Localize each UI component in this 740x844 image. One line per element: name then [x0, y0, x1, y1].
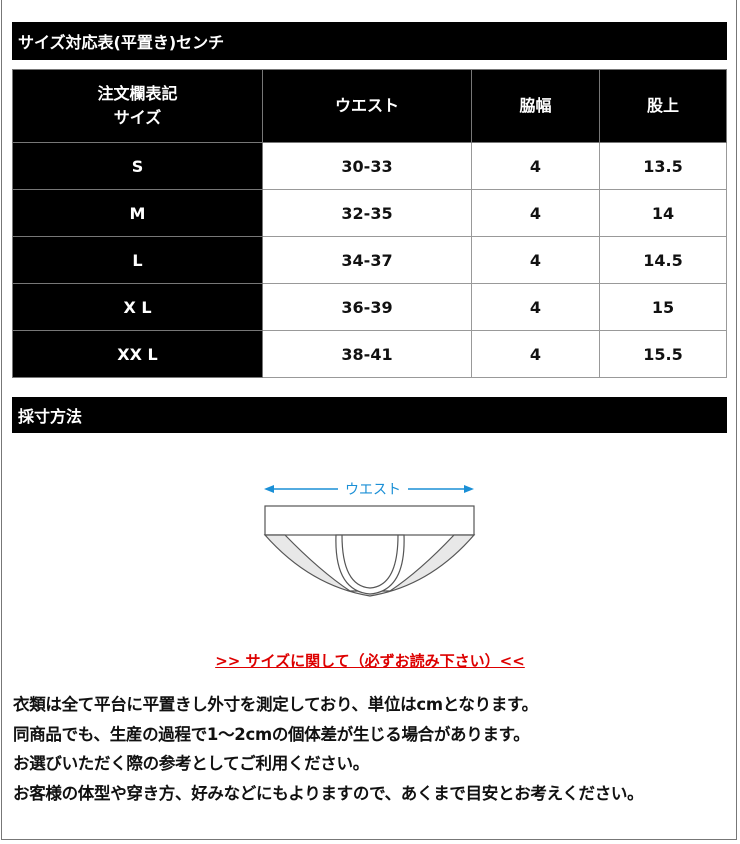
- rise-cell: 13.5: [599, 142, 727, 190]
- measure-section-title: 採寸方法: [12, 397, 727, 433]
- header-size-line2: サイズ: [113, 108, 162, 127]
- size-notice: >> サイズに関して（必ずお読み下さい）<<: [0, 650, 740, 671]
- size-cell: M: [12, 189, 263, 237]
- table-row: X L 36-39 4 15: [12, 283, 727, 331]
- rise-cell: 14: [599, 189, 727, 237]
- size-cell: XX L: [12, 330, 263, 378]
- waist-cell: 36-39: [262, 283, 472, 331]
- note-line: お選びいただく際の参考としてご利用ください。: [13, 754, 369, 773]
- waist-cell: 30-33: [262, 142, 472, 190]
- side-width-cell: 4: [471, 283, 600, 331]
- table-row: L 34-37 4 14.5: [12, 236, 727, 284]
- waist-arrow: ウエスト: [264, 482, 474, 498]
- header-size-line1: 注文欄表記: [97, 84, 178, 103]
- waist-cell: 38-41: [262, 330, 472, 378]
- pouch-inner: [341, 534, 399, 589]
- rise-cell: 14.5: [599, 236, 727, 284]
- header-side-width: 脇幅: [471, 69, 600, 143]
- size-notes: 衣類は全て平台に平置きし外寸を測定しており、単位はcmとなります。 同商品でも、…: [13, 690, 644, 808]
- side-width-cell: 4: [471, 236, 600, 284]
- waistband: [264, 505, 475, 536]
- rise-cell: 15: [599, 283, 727, 331]
- waist-label: ウエスト: [345, 482, 401, 498]
- note-line: お客様の体型や穿き方、好みなどにもよりますので、あくまで目安とお考えください。: [13, 783, 644, 803]
- measurement-diagram: ウエスト: [263, 482, 476, 597]
- header-size: 注文欄表記 サイズ: [12, 69, 263, 143]
- leg-straps: [263, 534, 476, 597]
- rise-cell: 15.5: [599, 330, 727, 378]
- size-cell: L: [12, 236, 263, 284]
- header-rise: 股上: [599, 69, 727, 143]
- size-chart-title: サイズ対応表(平置き)センチ: [12, 22, 727, 60]
- size-cell: X L: [12, 283, 263, 331]
- note-line: 同商品でも、生産の過程で1～2cmの個体差が生じる場合があります。: [13, 724, 530, 744]
- side-width-cell: 4: [471, 142, 600, 190]
- waist-cell: 32-35: [262, 189, 472, 237]
- table-row: M 32-35 4 14: [12, 189, 727, 237]
- pouch-outer: [335, 534, 405, 595]
- header-waist: ウエスト: [262, 69, 472, 143]
- table-row: S 30-33 4 13.5: [12, 142, 727, 190]
- table-header-row: 注文欄表記サイズ ウエスト 脇幅 股上: [12, 69, 727, 143]
- side-width-cell: 4: [471, 189, 600, 237]
- size-cell: S: [12, 142, 263, 190]
- table-row: XX L 38-41 4 15.5: [12, 330, 727, 378]
- size-notice-link[interactable]: >> サイズに関して（必ずお読み下さい）<<: [215, 652, 525, 670]
- note-line: 衣類は全て平台に平置きし外寸を測定しており、単位はcmとなります。: [13, 695, 538, 714]
- size-table: 注文欄表記 サイズ ウエスト 脇幅 股上 S 30-33 4 13.5 M 32-35 4 14…: [12, 69, 727, 378]
- side-width-cell: 4: [471, 330, 600, 378]
- waist-cell: 34-37: [262, 236, 472, 284]
